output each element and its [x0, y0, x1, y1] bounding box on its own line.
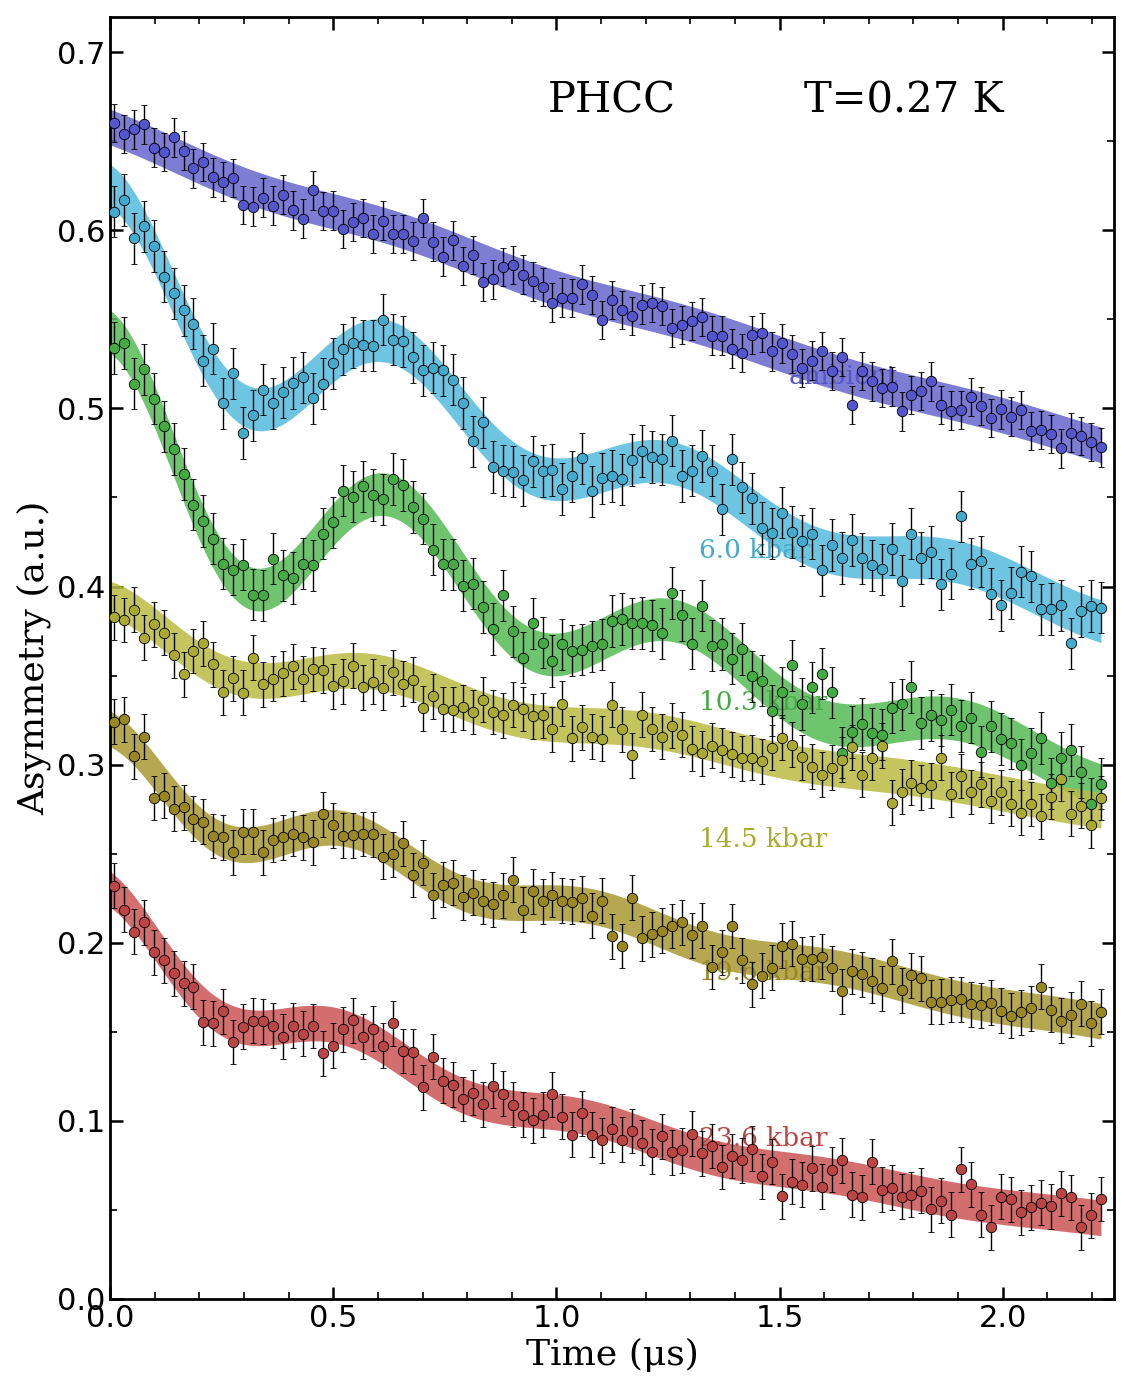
Text: 6.0 kbar: 6.0 kbar — [699, 539, 811, 564]
Y-axis label: Asymmetry (a.u.): Asymmetry (a.u.) — [17, 500, 51, 815]
Text: 10.3 kbar: 10.3 kbar — [699, 690, 828, 715]
Text: ambient: ambient — [788, 364, 898, 389]
X-axis label: Time (μs): Time (μs) — [526, 1338, 699, 1372]
Text: PHCC: PHCC — [549, 79, 676, 121]
Text: 23.6 kbar: 23.6 kbar — [699, 1126, 828, 1151]
Text: T=0.27 K: T=0.27 K — [804, 79, 1003, 121]
Text: 19.6 kbar: 19.6 kbar — [699, 960, 828, 985]
Text: 14.5 kbar: 14.5 kbar — [699, 826, 828, 851]
